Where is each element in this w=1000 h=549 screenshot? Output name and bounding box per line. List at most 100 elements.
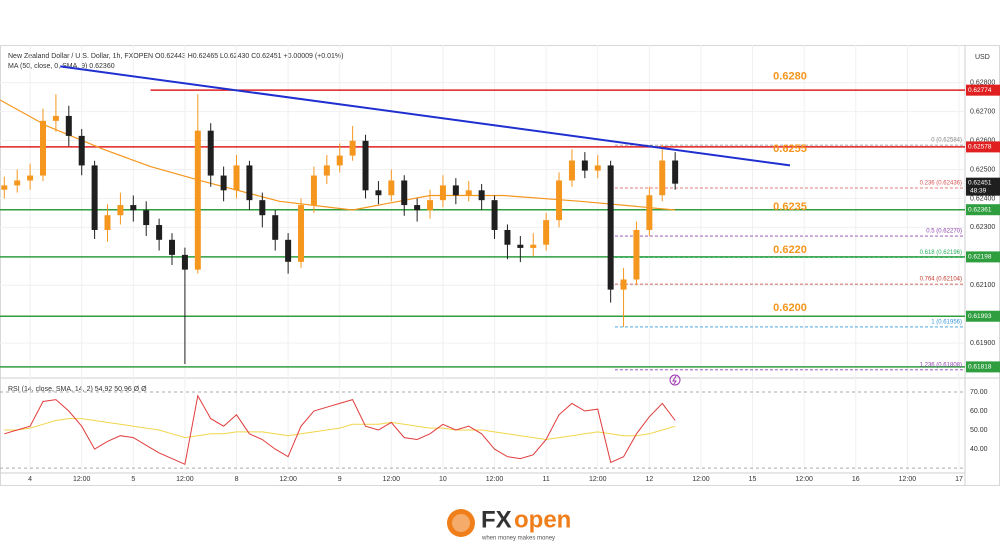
candle-body	[52, 115, 59, 121]
candle-body	[14, 180, 21, 186]
rsi-legend: RSI (14, close, SMA, 14, 2) 54.92 50.96 …	[8, 386, 147, 393]
rsi-tick-label: 40.00	[970, 446, 988, 453]
candle-body	[220, 175, 227, 191]
price-tag-label: 0.62774	[968, 87, 992, 94]
price-tag-label: 0.61993	[968, 313, 992, 320]
candle-body	[672, 160, 679, 184]
x-tick-label: 12:00	[279, 476, 297, 483]
alert-icon	[669, 374, 681, 386]
x-tick-label: 12:00	[486, 476, 504, 483]
candle-body	[375, 190, 382, 196]
candle-body	[581, 160, 588, 171]
x-tick-label: 12	[645, 476, 653, 483]
candle-body	[285, 239, 292, 262]
tagline: when money makes money	[481, 536, 555, 542]
candle-body	[104, 215, 111, 230]
x-tick-label: 12:00	[899, 476, 917, 483]
trendline	[60, 65, 791, 167]
fib-label: 0.236 (0.62436)	[920, 181, 962, 187]
candle-body	[491, 200, 498, 230]
candle-body	[401, 180, 408, 206]
y-tick-label: 0.62100	[970, 282, 995, 289]
x-tick-label: 12:00	[589, 476, 607, 483]
fib-label: 0 (0.62584)	[931, 138, 962, 144]
chart-title: New Zealand Dollar / U.S. Dollar, 1h, FX…	[8, 53, 343, 60]
current-price-label: 0.62451	[968, 179, 992, 186]
candle-body	[323, 165, 330, 176]
level-annotation: 0.6220	[773, 244, 807, 256]
candle-body	[478, 190, 485, 201]
x-tick-label: 10	[439, 476, 447, 483]
brand-b: open	[514, 506, 571, 533]
y-tick-label: 0.62800	[970, 79, 995, 86]
candle-body	[362, 140, 369, 191]
candle-body	[117, 205, 124, 216]
price-tag	[966, 310, 1000, 322]
y-tick-label: 0.62300	[970, 224, 995, 231]
x-tick-label: 11	[543, 476, 550, 483]
candle-body	[427, 200, 434, 211]
candle-body	[633, 229, 640, 280]
price-tag	[966, 84, 1000, 96]
candle-body	[414, 205, 421, 211]
fib-label: 1 (0.61956)	[931, 320, 962, 326]
countdown: 48:39	[970, 187, 987, 194]
x-tick-label: 12:00	[176, 476, 194, 483]
y-tick-label: 0.62400	[970, 195, 995, 202]
candle-body	[336, 155, 343, 166]
x-tick-label: 8	[235, 476, 239, 483]
level-annotation: 0.6280	[773, 71, 807, 83]
x-tick-label: 4	[28, 476, 32, 483]
x-tick-label: 12:00	[692, 476, 710, 483]
candle-body	[143, 210, 150, 226]
y-tick-label: 0.62600	[970, 137, 995, 144]
x-tick-label: 12:00	[383, 476, 401, 483]
candle-body	[1, 185, 8, 190]
x-tick-label: 9	[338, 476, 342, 483]
price-tag	[966, 204, 1000, 216]
candle-body	[659, 160, 666, 196]
candle-body	[130, 205, 137, 211]
rsi-line	[4, 394, 676, 466]
candle-body	[504, 229, 511, 245]
candle-body	[452, 185, 459, 196]
rsi-tick-label: 50.00	[970, 427, 988, 434]
candle-body	[620, 279, 627, 290]
candle-body	[194, 130, 201, 270]
candle-body	[388, 180, 395, 196]
candle-body	[181, 254, 188, 270]
currency: USD	[975, 54, 990, 61]
candle-body	[607, 165, 614, 290]
fib-label: 1.236 (0.61808)	[920, 362, 962, 368]
candle-body	[91, 165, 98, 230]
x-tick-label: 12:00	[795, 476, 813, 483]
x-tick-label: 17	[955, 476, 963, 483]
price-tag-label: 0.61818	[968, 364, 992, 371]
candle-body	[272, 215, 279, 240]
candle-body	[465, 190, 472, 196]
rsi-tick-label: 60.00	[970, 408, 988, 415]
candle-body	[78, 135, 85, 166]
candle-body	[169, 239, 176, 255]
price-tag-label: 0.62198	[968, 254, 992, 261]
candle-body	[556, 180, 563, 221]
level-annotation: 0.6255	[773, 143, 807, 155]
candle-body	[310, 175, 317, 206]
candle-body	[40, 120, 47, 176]
candle-body	[530, 244, 537, 248]
candle-body	[298, 205, 305, 262]
x-tick-label: 15	[749, 476, 757, 483]
price-tag	[966, 251, 1000, 263]
fib-label: 0.618 (0.62196)	[920, 250, 962, 256]
candle-body	[156, 225, 163, 240]
candle-body	[543, 220, 550, 245]
x-tick-label: 5	[131, 476, 135, 483]
x-tick-label: 16	[852, 476, 860, 483]
logo: FX open when money makes money	[447, 506, 571, 542]
price-tag-label: 0.62578	[968, 144, 992, 151]
brand-a: FX	[481, 506, 512, 533]
candle-body	[27, 175, 34, 181]
candle-body	[439, 185, 446, 201]
fib-label: 0.764 (0.62104)	[920, 277, 962, 283]
